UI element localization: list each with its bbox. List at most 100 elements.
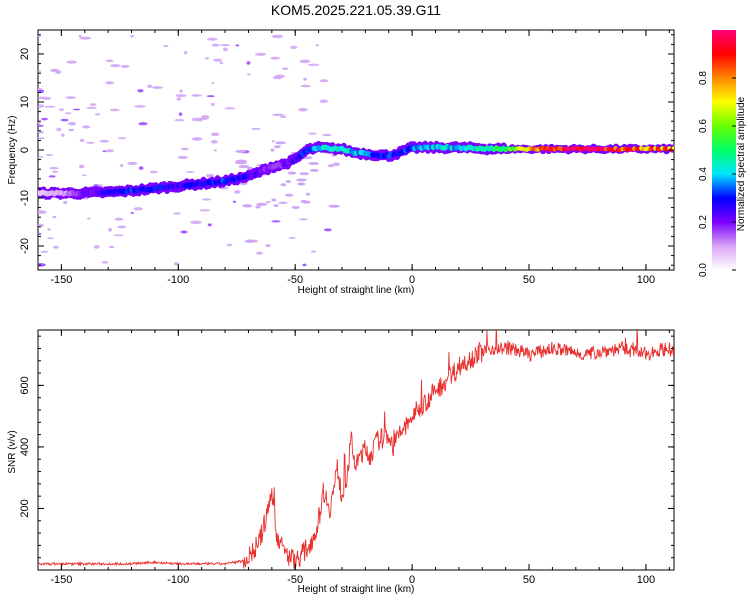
colorbar-tick-label: 0.2 <box>698 215 709 229</box>
noise-speckle <box>308 132 317 135</box>
noise-speckle <box>238 165 250 169</box>
noise-speckle <box>247 166 253 170</box>
noise-speckle <box>181 147 189 151</box>
chart-title: KOM5.2025.221.05.39.G11 <box>271 2 441 18</box>
noise-speckle <box>296 178 307 182</box>
noise-speckle <box>101 261 109 264</box>
noise-speckle <box>276 76 282 80</box>
noise-speckle <box>299 172 310 176</box>
noise-speckle <box>133 207 143 211</box>
spectrogram-y-label: Frequency (Hz) <box>7 116 18 185</box>
x-tick-label: 0 <box>409 574 415 586</box>
noise-speckle <box>38 223 45 228</box>
noise-speckle <box>280 115 287 119</box>
noise-speckle <box>114 217 124 221</box>
noise-speckle <box>81 174 87 177</box>
noise-speckle <box>110 63 121 68</box>
noise-speckle <box>48 175 56 178</box>
noise-speckle <box>108 227 112 232</box>
noise-speckle <box>149 170 158 174</box>
noise-speckle <box>270 148 275 152</box>
noise-speckle <box>38 232 42 235</box>
noise-speckle <box>137 89 144 93</box>
noise-speckle <box>210 139 218 144</box>
x-tick-label: 100 <box>637 274 655 286</box>
y-tick-label: 200 <box>19 499 31 517</box>
y-tick-label: 400 <box>19 438 31 456</box>
noise-speckle <box>38 155 44 158</box>
noise-speckle <box>319 79 329 83</box>
noise-speckle <box>206 95 215 98</box>
noise-speckle <box>219 61 224 65</box>
noise-speckle <box>265 201 271 204</box>
noise-speckle <box>270 56 280 60</box>
noise-speckle <box>298 107 308 112</box>
noise-speckle <box>38 130 44 134</box>
noise-speckle <box>117 225 127 229</box>
noise-speckle <box>109 108 120 112</box>
snr-frame <box>37 329 675 571</box>
noise-speckle <box>106 149 114 153</box>
noise-speckle <box>204 57 210 60</box>
noise-speckle <box>235 149 247 153</box>
snr-x-axis: -150 -100 -50 0 50 100 <box>37 330 670 586</box>
noise-speckle <box>179 89 183 93</box>
noise-speckle <box>307 63 320 66</box>
noise-speckle <box>38 263 46 267</box>
colorbar-tick-label: 0.6 <box>698 119 709 133</box>
noise-speckle <box>302 263 307 267</box>
noise-speckle <box>174 119 185 122</box>
y-tick-label: -10 <box>19 190 31 206</box>
noise-speckle <box>224 107 236 110</box>
noise-speckle <box>52 215 57 219</box>
noise-speckle <box>250 127 261 130</box>
noise-speckle <box>89 103 97 106</box>
noise-speckle <box>198 117 203 122</box>
noise-speckle <box>254 52 267 56</box>
noise-speckle <box>247 73 251 76</box>
noise-speckle <box>298 218 308 221</box>
noise-speckle <box>44 105 56 108</box>
noise-speckle <box>242 204 252 208</box>
spectrogram-noise-speckles <box>38 34 340 267</box>
noise-speckle <box>235 44 240 47</box>
colorbar: 0.0 0.2 0.4 0.6 0.8 Normalized spectral ampl… <box>698 30 747 277</box>
colorbar-tick-label: 0.8 <box>698 71 709 85</box>
x-tick-label: -100 <box>167 274 189 286</box>
noise-speckle <box>180 230 188 234</box>
noise-speckle <box>177 155 189 160</box>
noise-speckle <box>303 77 308 81</box>
noise-speckle <box>172 212 182 215</box>
noise-speckle <box>284 193 294 197</box>
snr-panel: -150 -100 -50 0 50 100 200 400 600 Height of st… <box>7 329 675 595</box>
noise-speckle <box>66 60 78 64</box>
noise-speckle <box>58 108 65 112</box>
noise-speckle <box>127 161 138 166</box>
y-tick-label: 600 <box>19 376 31 394</box>
noise-speckle <box>72 108 81 111</box>
noise-speckle <box>299 59 311 64</box>
noise-speckle <box>49 167 59 170</box>
noise-speckle <box>246 61 251 65</box>
noise-speckle <box>201 198 212 201</box>
noise-speckle <box>61 133 65 137</box>
noise-speckle <box>285 180 291 184</box>
noise-speckle <box>117 137 127 140</box>
noise-speckle <box>199 209 211 212</box>
noise-speckle <box>38 124 44 127</box>
noise-speckle <box>297 182 306 186</box>
noise-speckle <box>191 94 202 97</box>
noise-speckle <box>247 239 259 243</box>
noise-speckle <box>78 34 82 37</box>
noise-speckle <box>319 99 328 103</box>
noise-speckle <box>176 97 182 101</box>
noise-speckle <box>235 161 247 165</box>
noise-speckle <box>38 210 47 215</box>
noise-speckle <box>47 228 51 231</box>
colorbar-gradient <box>712 30 736 270</box>
noise-speckle <box>310 250 317 253</box>
noise-speckle <box>207 223 212 227</box>
noise-speckle <box>211 102 215 106</box>
x-tick-label: 50 <box>523 574 535 586</box>
noise-speckle <box>38 121 41 125</box>
